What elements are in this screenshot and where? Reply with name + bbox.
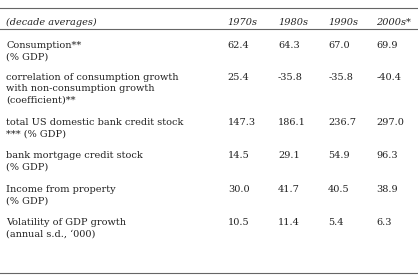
Text: 5.4: 5.4 <box>328 218 344 227</box>
Text: (decade averages): (decade averages) <box>6 18 97 27</box>
Text: total US domestic bank credit stock
*** (% GDP): total US domestic bank credit stock *** … <box>6 118 184 138</box>
Text: 11.4: 11.4 <box>278 218 300 227</box>
Text: 1990s: 1990s <box>328 18 358 27</box>
Text: 2000s*: 2000s* <box>376 18 411 27</box>
Text: 147.3: 147.3 <box>228 118 256 127</box>
Text: 25.4: 25.4 <box>228 73 250 82</box>
Text: 1970s: 1970s <box>228 18 258 27</box>
Text: -40.4: -40.4 <box>376 73 401 82</box>
Text: -35.8: -35.8 <box>278 73 303 82</box>
Text: 69.9: 69.9 <box>376 41 398 50</box>
Text: 10.5: 10.5 <box>228 218 250 227</box>
Text: Consumption**
(% GDP): Consumption** (% GDP) <box>6 41 82 61</box>
Text: Volatility of GDP growth
(annual s.d., ‘000): Volatility of GDP growth (annual s.d., ‘… <box>6 218 126 239</box>
Text: 186.1: 186.1 <box>278 118 306 127</box>
Text: bank mortgage credit stock
(% GDP): bank mortgage credit stock (% GDP) <box>6 151 143 172</box>
Text: 67.0: 67.0 <box>328 41 350 50</box>
Text: 236.7: 236.7 <box>328 118 356 127</box>
Text: 38.9: 38.9 <box>376 185 398 194</box>
Text: 40.5: 40.5 <box>328 185 350 194</box>
Text: 29.1: 29.1 <box>278 151 300 160</box>
Text: 1980s: 1980s <box>278 18 308 27</box>
Text: 64.3: 64.3 <box>278 41 300 50</box>
Text: 30.0: 30.0 <box>228 185 250 194</box>
Text: correlation of consumption growth
with non-consumption growth
(coefficient)**: correlation of consumption growth with n… <box>6 73 179 105</box>
Text: 41.7: 41.7 <box>278 185 300 194</box>
Text: 62.4: 62.4 <box>228 41 250 50</box>
Text: -35.8: -35.8 <box>328 73 353 82</box>
Text: 14.5: 14.5 <box>228 151 250 160</box>
Text: 54.9: 54.9 <box>328 151 350 160</box>
Text: 6.3: 6.3 <box>376 218 392 227</box>
Text: Income from property
(% GDP): Income from property (% GDP) <box>6 185 116 205</box>
Text: 96.3: 96.3 <box>376 151 398 160</box>
Text: 297.0: 297.0 <box>376 118 404 127</box>
